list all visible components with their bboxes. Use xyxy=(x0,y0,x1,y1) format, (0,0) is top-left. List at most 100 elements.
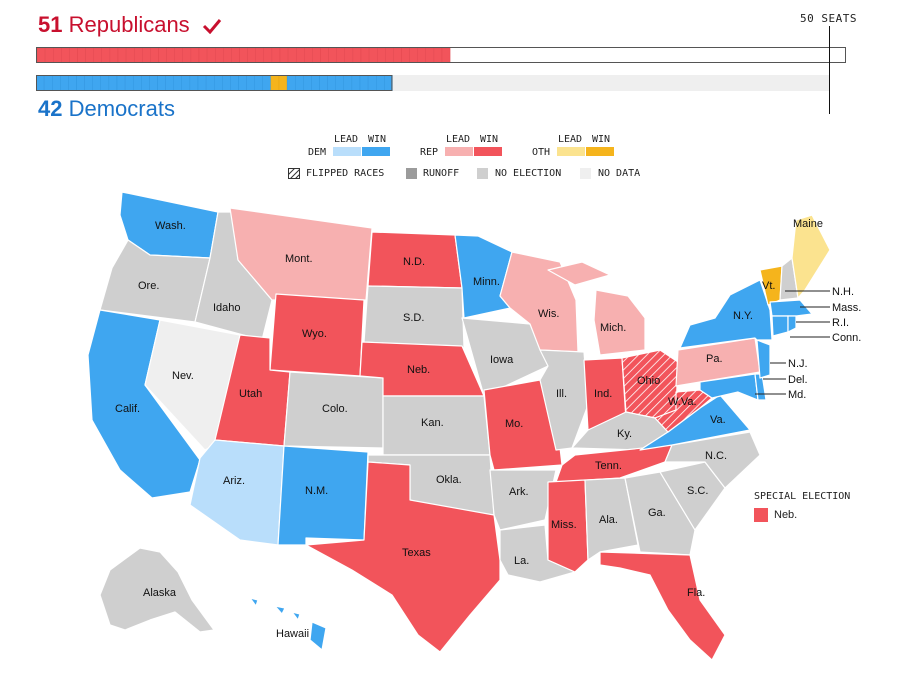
dem-seat xyxy=(335,75,345,91)
rep-seat xyxy=(37,48,46,62)
state-arizona[interactable] xyxy=(189,439,285,546)
legend-rep-label: REP xyxy=(420,147,439,158)
rep-seat xyxy=(77,48,86,62)
dem-seat xyxy=(230,75,239,91)
state-louisiana[interactable] xyxy=(499,524,576,583)
dem-seat xyxy=(68,75,77,91)
state-michigan-up[interactable] xyxy=(547,261,611,286)
dem-seat xyxy=(327,75,336,91)
state-new-york[interactable] xyxy=(679,279,773,349)
rep-seat xyxy=(352,48,362,62)
legend-runoff-label: RUNOFF xyxy=(423,168,460,179)
rep-seat xyxy=(360,48,370,62)
label-sd: S.D. xyxy=(403,312,424,324)
rep-seat xyxy=(44,48,54,62)
state-alabama[interactable] xyxy=(584,477,639,561)
rep-seat xyxy=(433,48,443,62)
legend-rep-lead-label: LEAD xyxy=(446,134,471,145)
rep-seat xyxy=(214,48,224,62)
label-miss: Miss. xyxy=(551,519,577,531)
label-texas: Texas xyxy=(402,547,431,559)
dem-seat xyxy=(36,75,45,91)
label-md: Md. xyxy=(788,389,806,401)
rep-seat xyxy=(239,48,248,62)
dem-seat xyxy=(286,75,296,91)
label-mich: Mich. xyxy=(600,322,626,334)
dem-seat xyxy=(181,75,191,91)
legend-no-data-label: NO DATA xyxy=(598,168,641,179)
rep-seat xyxy=(93,48,103,62)
rep-seat xyxy=(385,48,394,62)
dem-seat xyxy=(351,75,361,91)
legend-rep-win-label: WIN xyxy=(480,134,499,145)
label-wis: Wis. xyxy=(538,308,559,320)
state-massachusetts[interactable] xyxy=(769,299,813,317)
dem-seat xyxy=(116,75,126,91)
rep-seat xyxy=(150,48,159,62)
label-ill: Ill. xyxy=(556,388,567,400)
dem-seat xyxy=(343,75,353,91)
state-rhode-island[interactable] xyxy=(787,315,797,333)
map-legend: LEAD WIN DEM LEAD WIN REP LEAD WIN OTH F… xyxy=(0,130,900,185)
label-conn: Conn. xyxy=(832,332,861,344)
rep-seat xyxy=(166,48,175,62)
state-florida[interactable] xyxy=(599,551,726,661)
rep-seat xyxy=(312,48,321,62)
dem-seat xyxy=(52,75,61,91)
label-pa: Pa. xyxy=(706,353,723,365)
dem-seat xyxy=(359,75,369,91)
dem-seat xyxy=(295,75,304,91)
democrat-seat-bar xyxy=(36,75,830,91)
legend-dem-win-swatch xyxy=(362,147,390,156)
state-michigan[interactable] xyxy=(593,289,646,356)
legend-rep-lead-swatch xyxy=(445,147,473,156)
state-new-jersey[interactable] xyxy=(756,339,771,379)
dem-bar-outline xyxy=(36,75,393,91)
rep-seat xyxy=(328,48,337,62)
legend-oth-lead-swatch xyxy=(557,147,585,156)
label-utah: Utah xyxy=(239,388,262,400)
rep-seat xyxy=(255,48,264,62)
label-nc: N.C. xyxy=(705,450,727,462)
us-senate-map: Wash. Ore. Calif. Nev. Idaho Mont. Wyo. … xyxy=(87,191,861,661)
rep-seat xyxy=(271,48,281,62)
rep-seat xyxy=(393,48,402,62)
rep-seat xyxy=(417,48,427,62)
label-ga: Ga. xyxy=(648,507,666,519)
label-neb: Neb. xyxy=(407,364,430,376)
oth-seat xyxy=(278,75,288,91)
state-connecticut[interactable] xyxy=(771,315,789,337)
dem-seat xyxy=(238,75,247,91)
legend-dem-lead-swatch xyxy=(333,147,361,156)
state-georgia[interactable] xyxy=(624,471,696,556)
label-alaska: Alaska xyxy=(143,587,177,599)
label-nm: N.M. xyxy=(305,485,328,497)
dem-count: 42 xyxy=(38,96,63,121)
dem-seat xyxy=(213,75,223,91)
legend-no-election-label: NO ELECTION xyxy=(495,168,562,179)
republican-total: 51 Republicans xyxy=(38,12,222,40)
state-south-dakota[interactable] xyxy=(363,285,465,349)
state-texas[interactable] xyxy=(305,461,501,653)
rep-seat xyxy=(174,48,183,62)
rep-seat xyxy=(320,48,329,62)
state-mississippi[interactable] xyxy=(547,479,589,573)
legend-oth-win-label: WIN xyxy=(592,134,611,145)
rep-seat xyxy=(61,48,70,62)
rep-seat xyxy=(53,48,62,62)
legend-dem-win-label: WIN xyxy=(368,134,387,145)
rep-seat xyxy=(425,48,435,62)
state-hawaii[interactable] xyxy=(249,597,327,651)
label-ri: R.I. xyxy=(832,317,849,329)
dem-seat xyxy=(132,75,142,91)
state-arkansas[interactable] xyxy=(489,469,557,531)
legend-flipped-label: FLIPPED RACES xyxy=(306,168,385,179)
state-new-mexico[interactable] xyxy=(277,445,369,546)
rep-seat xyxy=(368,48,378,62)
dem-seat xyxy=(92,75,102,91)
label-okla: Okla. xyxy=(436,474,462,486)
state-maine[interactable] xyxy=(791,214,831,299)
state-alaska[interactable] xyxy=(99,547,215,633)
label-nh: N.H. xyxy=(832,286,854,298)
label-calif: Calif. xyxy=(115,403,140,415)
